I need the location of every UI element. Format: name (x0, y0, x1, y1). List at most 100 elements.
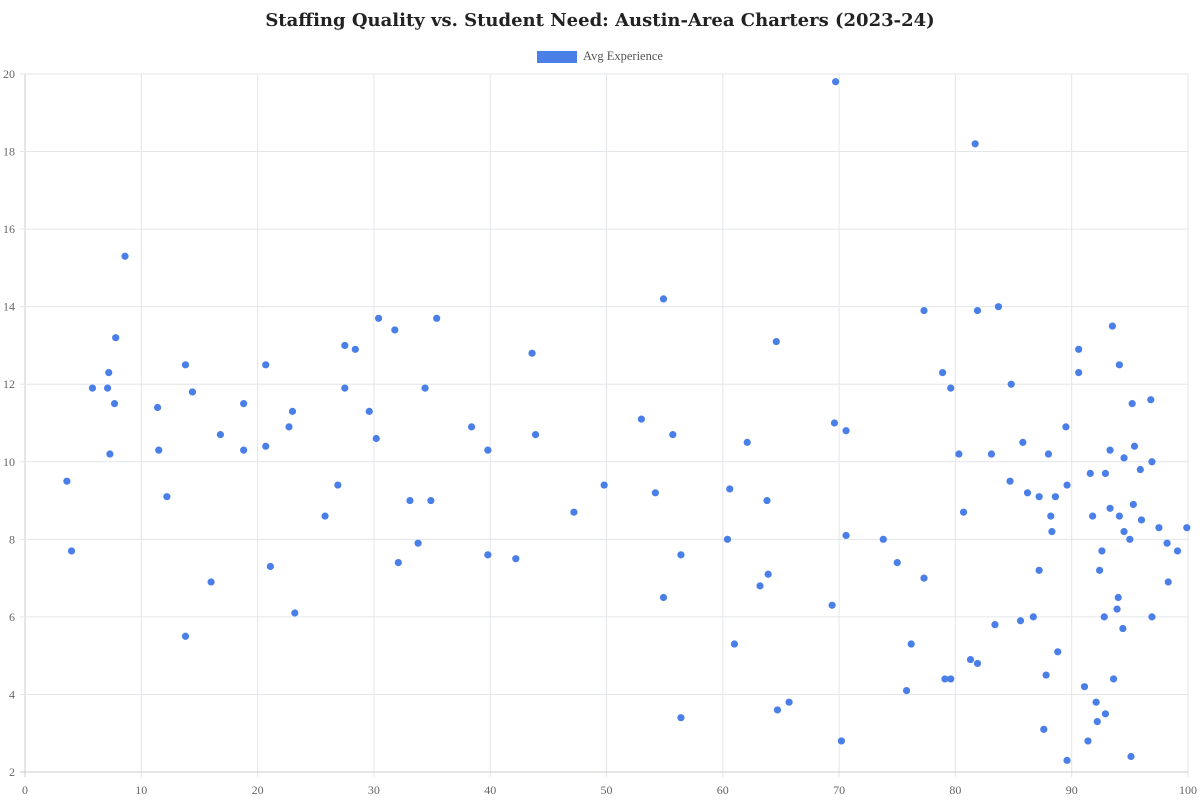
data-point[interactable] (947, 384, 955, 392)
data-point[interactable] (955, 450, 963, 458)
data-point[interactable] (1113, 605, 1121, 613)
data-point[interactable] (1042, 671, 1050, 679)
data-point[interactable] (1129, 500, 1137, 509)
data-point[interactable] (121, 252, 129, 260)
data-point[interactable] (659, 593, 668, 602)
data-point[interactable] (291, 609, 299, 617)
data-point[interactable] (842, 427, 850, 435)
data-point[interactable] (677, 551, 685, 559)
data-point[interactable] (1093, 717, 1101, 726)
data-point[interactable] (1130, 442, 1139, 450)
data-point[interactable] (764, 570, 772, 578)
data-point[interactable] (902, 686, 911, 695)
data-point[interactable] (285, 423, 293, 431)
data-point[interactable] (207, 578, 215, 586)
data-point[interactable] (991, 621, 999, 629)
data-point[interactable] (188, 388, 197, 396)
data-point[interactable] (1108, 322, 1117, 330)
data-point[interactable] (651, 489, 659, 497)
data-point[interactable] (406, 496, 414, 505)
data-point[interactable] (1147, 396, 1155, 404)
data-point[interactable] (181, 361, 190, 369)
data-point[interactable] (334, 481, 342, 489)
data-point[interactable] (1120, 454, 1128, 462)
data-point[interactable] (394, 559, 402, 567)
data-point[interactable] (785, 698, 793, 706)
data-point[interactable] (1101, 710, 1110, 718)
data-point[interactable] (262, 361, 270, 369)
data-point[interactable] (907, 640, 915, 648)
data-point[interactable] (1035, 566, 1043, 574)
data-point[interactable] (427, 496, 435, 505)
data-point[interactable] (763, 496, 771, 505)
data-point[interactable] (1136, 465, 1144, 474)
data-point[interactable] (1047, 512, 1055, 520)
data-point[interactable] (1051, 493, 1060, 501)
data-point[interactable] (391, 326, 399, 334)
data-point[interactable] (637, 415, 645, 423)
data-point[interactable] (726, 485, 734, 493)
data-point[interactable] (262, 442, 270, 450)
data-point[interactable] (341, 384, 349, 392)
data-point[interactable] (421, 384, 429, 392)
data-point[interactable] (240, 446, 248, 454)
data-point[interactable] (484, 551, 492, 559)
data-point[interactable] (994, 303, 1003, 311)
data-point[interactable] (372, 434, 380, 443)
data-point[interactable] (1120, 527, 1128, 536)
data-point[interactable] (512, 555, 520, 563)
data-point[interactable] (321, 512, 329, 520)
data-point[interactable] (756, 582, 764, 590)
data-point[interactable] (1075, 345, 1083, 353)
data-point[interactable] (1075, 368, 1083, 377)
data-point[interactable] (351, 345, 359, 353)
legend-swatch[interactable] (537, 50, 578, 63)
data-point[interactable] (374, 314, 383, 322)
data-point[interactable] (484, 446, 492, 454)
data-point[interactable] (163, 493, 171, 501)
data-point[interactable] (893, 559, 901, 567)
data-point[interactable] (832, 78, 840, 86)
data-point[interactable] (153, 403, 162, 412)
data-point[interactable] (181, 632, 190, 640)
data-point[interactable] (1044, 450, 1053, 458)
data-point[interactable] (1096, 566, 1104, 574)
data-point[interactable] (1148, 613, 1156, 621)
data-point[interactable] (467, 423, 476, 431)
data-point[interactable] (941, 675, 949, 683)
data-point[interactable] (743, 438, 751, 446)
data-point[interactable] (920, 306, 928, 315)
data-point[interactable] (1063, 756, 1071, 764)
data-point[interactable] (266, 562, 274, 571)
data-point[interactable] (723, 535, 732, 543)
data-point[interactable] (1164, 578, 1172, 586)
data-point[interactable] (1155, 524, 1163, 532)
data-point[interactable] (920, 574, 928, 582)
data-point[interactable] (531, 431, 540, 439)
data-point[interactable] (67, 547, 76, 555)
data-point[interactable] (1089, 512, 1097, 520)
data-point[interactable] (1092, 698, 1100, 706)
data-point[interactable] (947, 675, 955, 683)
data-point[interactable] (669, 431, 677, 439)
data-point[interactable] (528, 349, 536, 357)
data-point[interactable] (1115, 361, 1123, 369)
data-point[interactable] (1029, 613, 1037, 621)
data-point[interactable] (1035, 493, 1043, 501)
data-point[interactable] (1127, 752, 1135, 761)
data-point[interactable] (773, 706, 782, 714)
data-point[interactable] (288, 407, 297, 415)
data-point[interactable] (1084, 737, 1092, 745)
data-point[interactable] (1115, 512, 1123, 520)
data-point[interactable] (1106, 504, 1114, 512)
data-point[interactable] (1101, 469, 1110, 478)
data-point[interactable] (365, 407, 373, 415)
data-point[interactable] (973, 306, 982, 315)
data-point[interactable] (1098, 547, 1106, 555)
data-point[interactable] (240, 400, 248, 408)
data-point[interactable] (1019, 438, 1027, 446)
data-point[interactable] (414, 539, 422, 547)
data-point[interactable] (155, 446, 163, 454)
data-point[interactable] (1173, 547, 1182, 555)
data-point[interactable] (1063, 481, 1071, 489)
